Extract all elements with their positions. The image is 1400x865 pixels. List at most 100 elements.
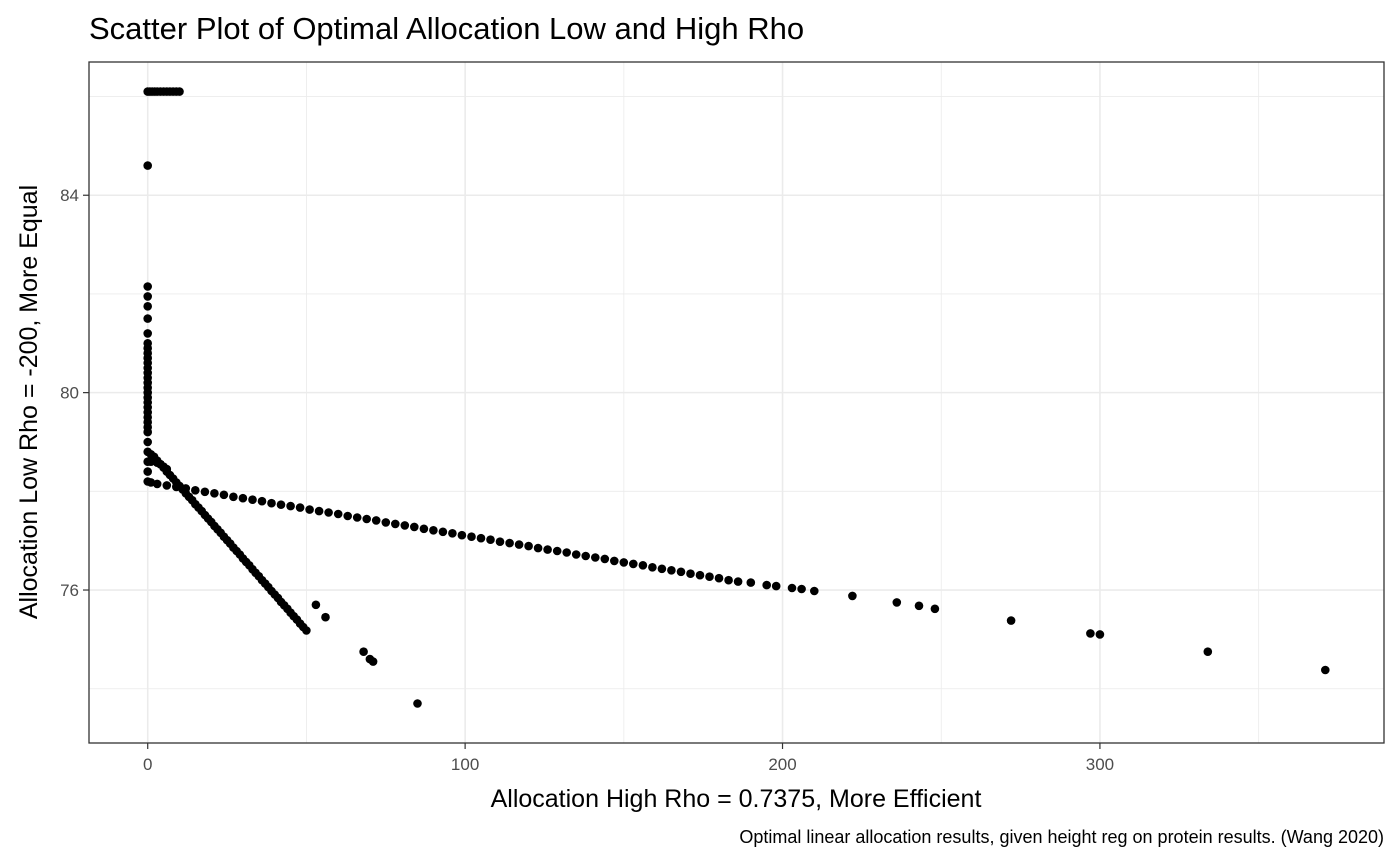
x-tick-label-1: 100	[451, 755, 479, 774]
data-point	[914, 601, 924, 611]
data-point	[657, 564, 667, 574]
y-tick-label-0: 76	[60, 581, 79, 600]
data-point	[1321, 665, 1330, 675]
data-point	[175, 87, 184, 96]
data-point	[191, 486, 200, 495]
data-point	[733, 577, 743, 586]
data-point	[314, 506, 324, 516]
data-point	[311, 600, 321, 610]
data-point	[162, 464, 172, 474]
data-point	[143, 282, 152, 291]
data-point	[705, 572, 714, 581]
data-point	[143, 422, 152, 432]
data-point	[302, 626, 311, 635]
data-point	[762, 580, 771, 590]
x-tick-label-2: 200	[768, 755, 796, 774]
data-point	[448, 529, 457, 538]
data-point	[371, 516, 381, 525]
data-point	[321, 612, 330, 622]
data-point	[581, 551, 590, 561]
data-point	[286, 501, 295, 511]
data-point	[714, 573, 724, 583]
data-point	[476, 533, 486, 543]
data-point	[419, 524, 429, 534]
data-point	[143, 292, 152, 301]
data-point	[143, 393, 152, 402]
data-point	[562, 548, 571, 557]
data-point	[143, 467, 152, 476]
data-point	[295, 503, 305, 512]
data-point	[257, 496, 267, 506]
chart-title: Scatter Plot of Optimal Allocation Low a…	[89, 11, 804, 46]
chart-caption: Optimal linear allocation results, given…	[739, 827, 1384, 847]
data-point	[600, 554, 610, 564]
data-point	[667, 566, 676, 575]
data-point	[143, 413, 152, 422]
y-tick-label-2: 84	[60, 186, 79, 205]
y-axis-title: Allocation Low Rho = -200, More Equal	[15, 185, 43, 619]
data-point	[467, 532, 476, 541]
data-point	[200, 487, 210, 497]
data-point	[514, 540, 524, 549]
data-point	[930, 604, 940, 614]
data-point	[1095, 630, 1105, 639]
data-point	[552, 546, 562, 556]
panel-background	[89, 62, 1384, 743]
data-point	[648, 563, 657, 572]
data-point	[410, 522, 419, 532]
data-point	[143, 343, 152, 353]
data-point	[676, 567, 686, 577]
data-point	[797, 584, 806, 594]
data-point	[524, 541, 533, 551]
data-point	[429, 526, 438, 535]
data-point	[359, 647, 368, 656]
data-point	[619, 558, 629, 567]
data-point	[724, 575, 733, 585]
data-point	[143, 363, 152, 373]
data-point	[391, 519, 400, 529]
data-point	[143, 383, 152, 393]
data-point	[533, 543, 543, 553]
x-tick-label-3: 300	[1086, 755, 1114, 774]
data-point	[746, 578, 756, 587]
data-point	[695, 570, 705, 580]
data-point	[143, 302, 152, 311]
data-point	[1086, 629, 1095, 638]
data-point	[324, 508, 333, 517]
data-point	[143, 403, 152, 412]
data-point	[400, 521, 410, 530]
data-point	[1006, 616, 1016, 625]
data-point	[787, 583, 797, 593]
x-tick-label-0: 0	[143, 755, 152, 774]
data-points	[143, 87, 1330, 708]
data-point	[276, 500, 286, 510]
data-point	[152, 479, 162, 489]
data-point	[495, 537, 505, 546]
data-point	[591, 553, 600, 562]
data-point	[505, 538, 514, 548]
data-point	[362, 514, 372, 524]
data-point	[638, 561, 648, 570]
data-point	[571, 550, 581, 559]
data-point	[438, 527, 448, 537]
data-point	[238, 493, 248, 503]
data-point	[343, 511, 353, 521]
data-point	[810, 586, 819, 596]
data-point	[457, 530, 467, 540]
data-point	[610, 556, 619, 566]
data-point	[143, 373, 152, 383]
x-axis-title: Allocation High Rho = 0.7375, More Effic…	[491, 785, 982, 813]
data-point	[143, 161, 152, 170]
panel-border	[88, 61, 1385, 744]
data-point	[229, 492, 238, 502]
data-point	[629, 559, 638, 569]
data-point	[219, 490, 229, 500]
data-point	[368, 657, 378, 666]
data-point	[543, 545, 552, 554]
data-point	[381, 518, 391, 527]
data-point	[143, 314, 152, 323]
data-point	[413, 699, 422, 708]
data-point	[248, 495, 257, 505]
data-point	[771, 581, 781, 591]
